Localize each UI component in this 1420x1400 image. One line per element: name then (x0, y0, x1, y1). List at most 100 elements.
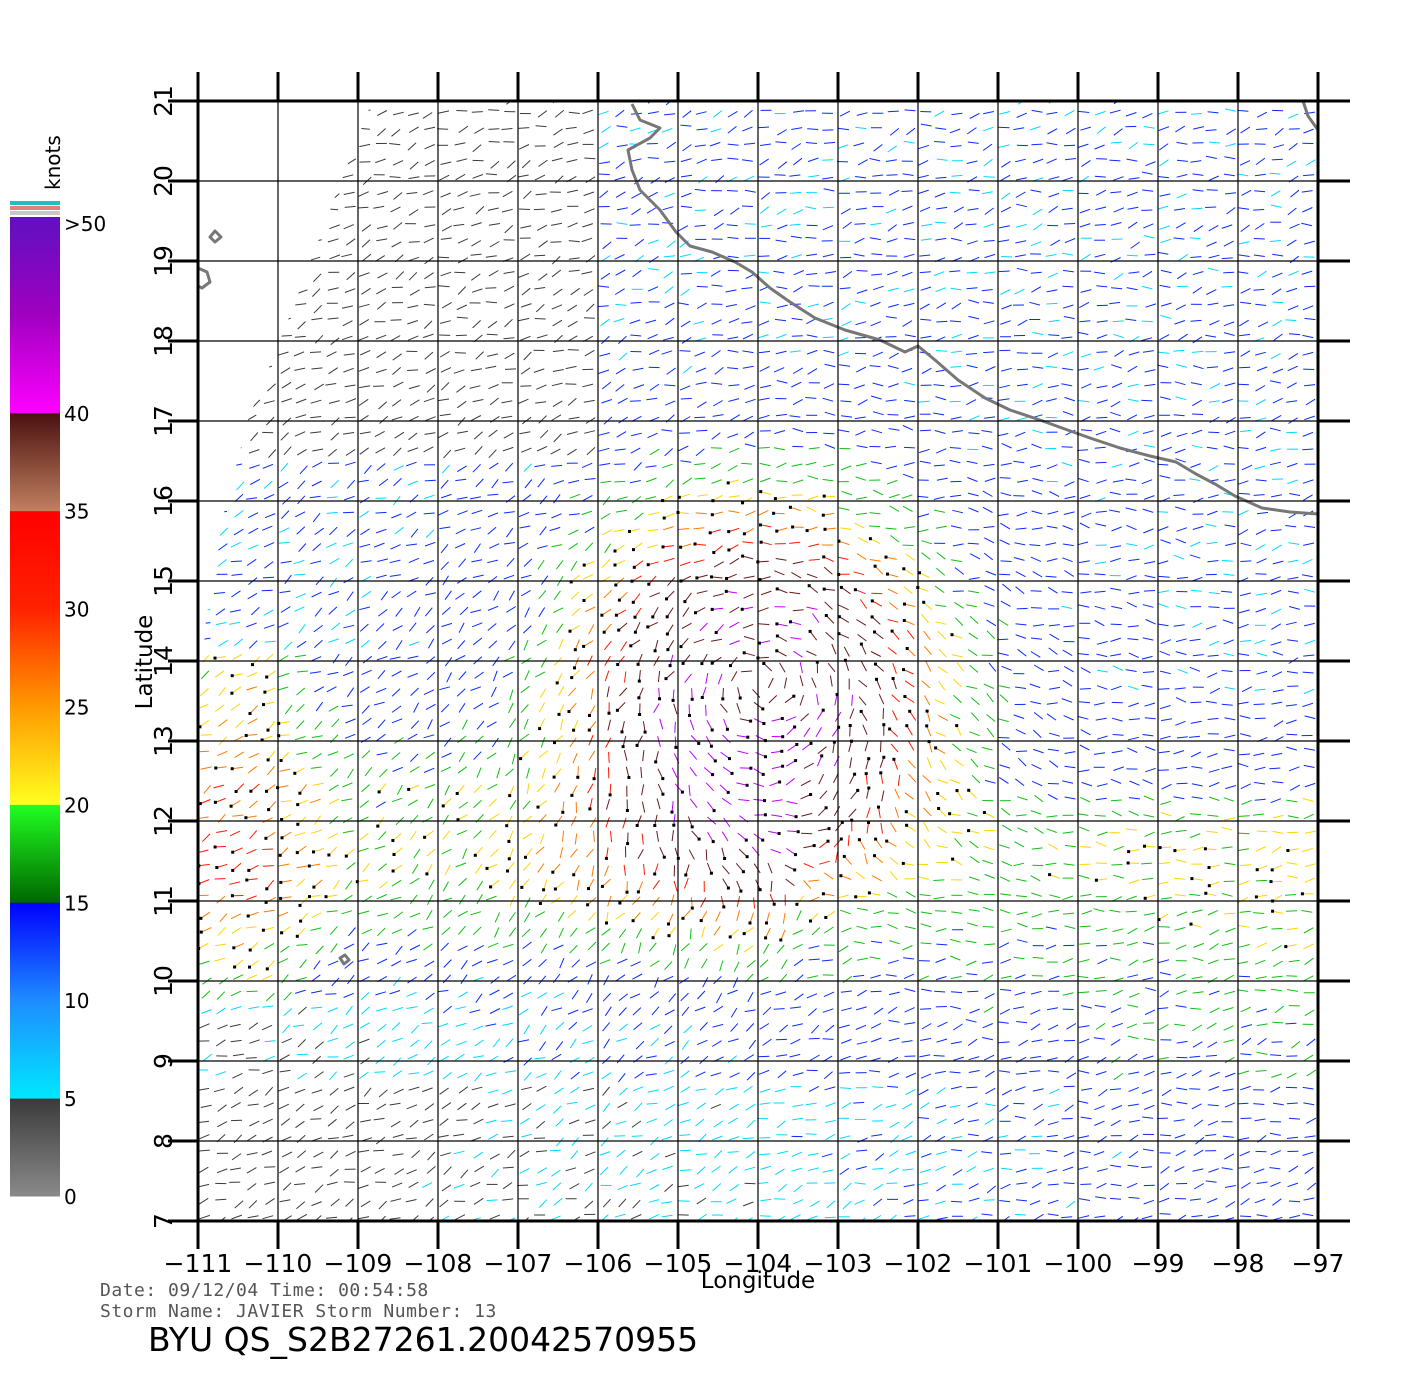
wind-vector (951, 654, 963, 658)
wind-vector (1031, 1039, 1043, 1043)
wind-vector (1256, 111, 1268, 118)
wind-vector (1271, 671, 1283, 678)
wind-vector (441, 622, 453, 628)
wind-vector (1143, 795, 1155, 801)
wind-vector (680, 205, 692, 208)
rain-flag-marker (902, 619, 906, 622)
wind-vector (680, 943, 690, 952)
wind-vector (553, 607, 564, 614)
wind-vector (614, 448, 626, 451)
wind-vector (1016, 267, 1028, 272)
wind-vector (792, 479, 804, 484)
wind-vector (424, 272, 434, 280)
wind-vector (1095, 523, 1107, 527)
wind-vector (293, 559, 305, 565)
wind-vector (440, 237, 452, 240)
wind-vector (247, 1103, 259, 1106)
wind-vector (855, 1024, 867, 1030)
wind-vector (1158, 959, 1170, 964)
wind-vector (315, 192, 325, 202)
wind-vector (1144, 845, 1156, 848)
wind-vector (235, 719, 245, 729)
wind-vector (1143, 1038, 1155, 1041)
wind-vector (634, 607, 642, 618)
wind-vector (421, 1022, 433, 1025)
wind-vector (889, 871, 898, 881)
wind-vector (280, 302, 291, 309)
wind-vector (617, 397, 628, 404)
wind-vector (440, 479, 449, 489)
wind-vector (824, 1086, 836, 1091)
rain-flag-marker (950, 633, 954, 637)
wind-vector (869, 158, 881, 162)
wind-vector (600, 318, 610, 327)
wind-vector (1144, 383, 1156, 387)
wind-vector (969, 112, 980, 119)
wind-vector (647, 191, 659, 198)
wind-vector (857, 634, 867, 642)
wind-vector (1125, 112, 1137, 117)
wind-vector (1301, 910, 1313, 913)
wind-vector (347, 974, 355, 985)
wind-vector (841, 415, 853, 418)
wind-vector (664, 192, 675, 198)
wind-vector (311, 829, 322, 834)
wind-vector (1207, 753, 1218, 758)
wind-vector (1161, 783, 1172, 790)
wind-vector (393, 465, 405, 471)
wind-vector (701, 653, 708, 664)
wind-vector (377, 863, 387, 871)
wind-vector (472, 463, 481, 473)
wind-vector (1048, 176, 1060, 180)
wind-vector (248, 129, 260, 134)
wind-vector (1077, 367, 1089, 371)
wind-vector (1157, 623, 1169, 627)
wind-vector (775, 991, 787, 996)
wind-vector (789, 1053, 801, 1058)
wind-vector (1254, 465, 1266, 470)
wind-vector (905, 908, 917, 914)
wind-vector (423, 560, 435, 565)
wind-vector (664, 448, 674, 457)
wind-vector (825, 271, 836, 274)
rain-flag-marker (745, 783, 749, 787)
wind-vector (967, 141, 979, 144)
wind-vector (856, 619, 867, 626)
wind-vector (539, 1024, 547, 1035)
wind-vector (1126, 1023, 1138, 1029)
wind-vector (457, 640, 466, 650)
rain-flag-marker (709, 871, 713, 875)
rain-flag-marker (867, 821, 870, 824)
wind-vector (1304, 639, 1316, 645)
wind-vector (1287, 639, 1299, 642)
wind-vector (551, 222, 562, 226)
wind-vector (1157, 205, 1169, 210)
rain-flag-marker (377, 790, 381, 794)
wind-vector (456, 158, 468, 162)
rain-flag-marker (700, 662, 704, 666)
wind-vector (853, 974, 865, 978)
wind-vector (1143, 528, 1154, 534)
wind-vector (262, 848, 274, 850)
wind-vector (503, 542, 515, 545)
wind-vector (688, 849, 695, 860)
wind-vector (1109, 509, 1121, 513)
wind-vector (1239, 160, 1251, 166)
wind-vector (793, 285, 803, 293)
rain-flag-marker (1284, 945, 1288, 949)
wind-vector (952, 678, 962, 687)
wind-vector (262, 176, 273, 181)
rain-flag-marker (853, 588, 857, 592)
wind-vector (413, 606, 421, 617)
wind-vector (1000, 462, 1012, 466)
wind-vector (232, 1072, 243, 1079)
wind-vector (567, 142, 579, 146)
wind-vector (472, 144, 482, 153)
rain-flag-marker (867, 757, 871, 761)
wind-vector (902, 425, 914, 431)
wind-vector (393, 192, 403, 200)
wind-vector (263, 624, 275, 629)
rain-flag-marker (794, 815, 798, 819)
wind-vector (934, 141, 946, 143)
rain-flag-marker (553, 887, 557, 891)
